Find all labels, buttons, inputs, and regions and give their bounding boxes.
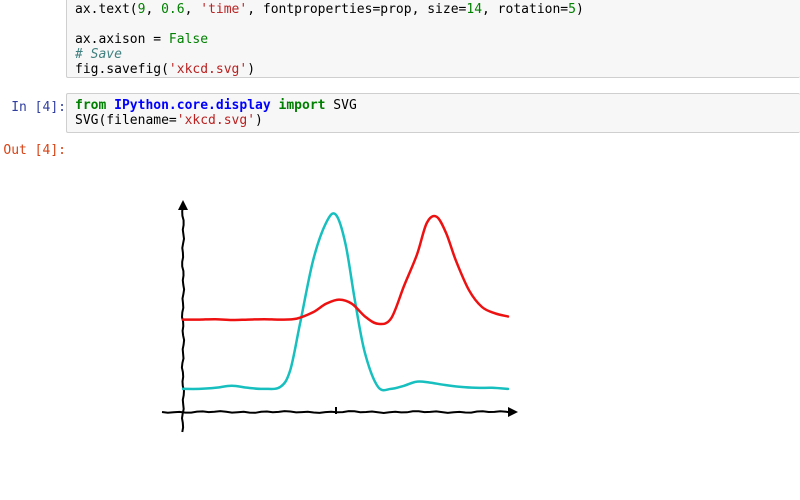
code-token: 0.6 [161,2,185,17]
code-token: ) [247,62,256,77]
code-token: fig.savefig( [75,62,169,77]
code-token: 5 [568,2,576,17]
code-token: ) [575,2,584,17]
y-axis [180,201,186,433]
code-token: , [184,2,201,17]
input-prompt: In [4]: [11,100,66,115]
code-line: fig.savefig('xkcd.svg') [75,62,255,77]
xkcd-plot [161,200,518,433]
code-token: , rotation= [482,2,569,17]
code-cell-4[interactable]: In [4]: from IPython.core.display import… [0,93,800,134]
code-token: # Save [75,47,122,62]
code-token: False [168,32,209,47]
code-token [106,98,114,113]
code-token: , fontproperties=prop, size= [247,2,467,17]
code-token [271,98,279,113]
code-line: SVG(filename='xkcd.svg') [75,113,263,128]
code-token: SVG [325,98,357,113]
code-token: IPython.core.display [114,98,271,113]
x-axis-arrow [508,407,518,417]
code-token: 14 [466,2,483,17]
code-cell-3-input[interactable]: ax.text(9, 0.6, 'time', fontproperties=p… [66,0,800,78]
plot-axes [161,200,518,433]
code-token: SVG(filename= [75,113,177,128]
code-token: ) [255,113,263,128]
code-token: , [145,2,162,17]
code-cell-4-input[interactable]: from IPython.core.display import SVG SVG(… [66,93,800,133]
code-line [75,17,83,32]
code-token: import [278,98,326,113]
plot-lines [181,212,510,392]
code-line: # Save [75,47,122,62]
output-prompt: Out [4]: [3,143,66,158]
output-area: Out [4]: [0,141,800,481]
code-line: ax.text(9, 0.6, 'time', fontproperties=p… [75,2,584,17]
code-token: 'time' [200,2,248,17]
series-line-0 [181,212,510,392]
code-token: 'xkcd.svg' [168,62,248,77]
code-cell-3[interactable]: ax.text(9, 0.6, 'time', fontproperties=p… [0,0,800,78]
code-token: ax.axison = [75,32,169,47]
code-line: ax.axison = False [75,32,208,47]
code-line: from IPython.core.display import SVG [75,98,357,113]
code-token: 'xkcd.svg' [176,113,256,128]
y-axis-arrow [178,200,188,210]
series-line-1 [181,214,510,326]
code-token: 9 [137,2,146,17]
code-token: ax.text( [75,2,138,17]
code-token: from [75,98,107,113]
